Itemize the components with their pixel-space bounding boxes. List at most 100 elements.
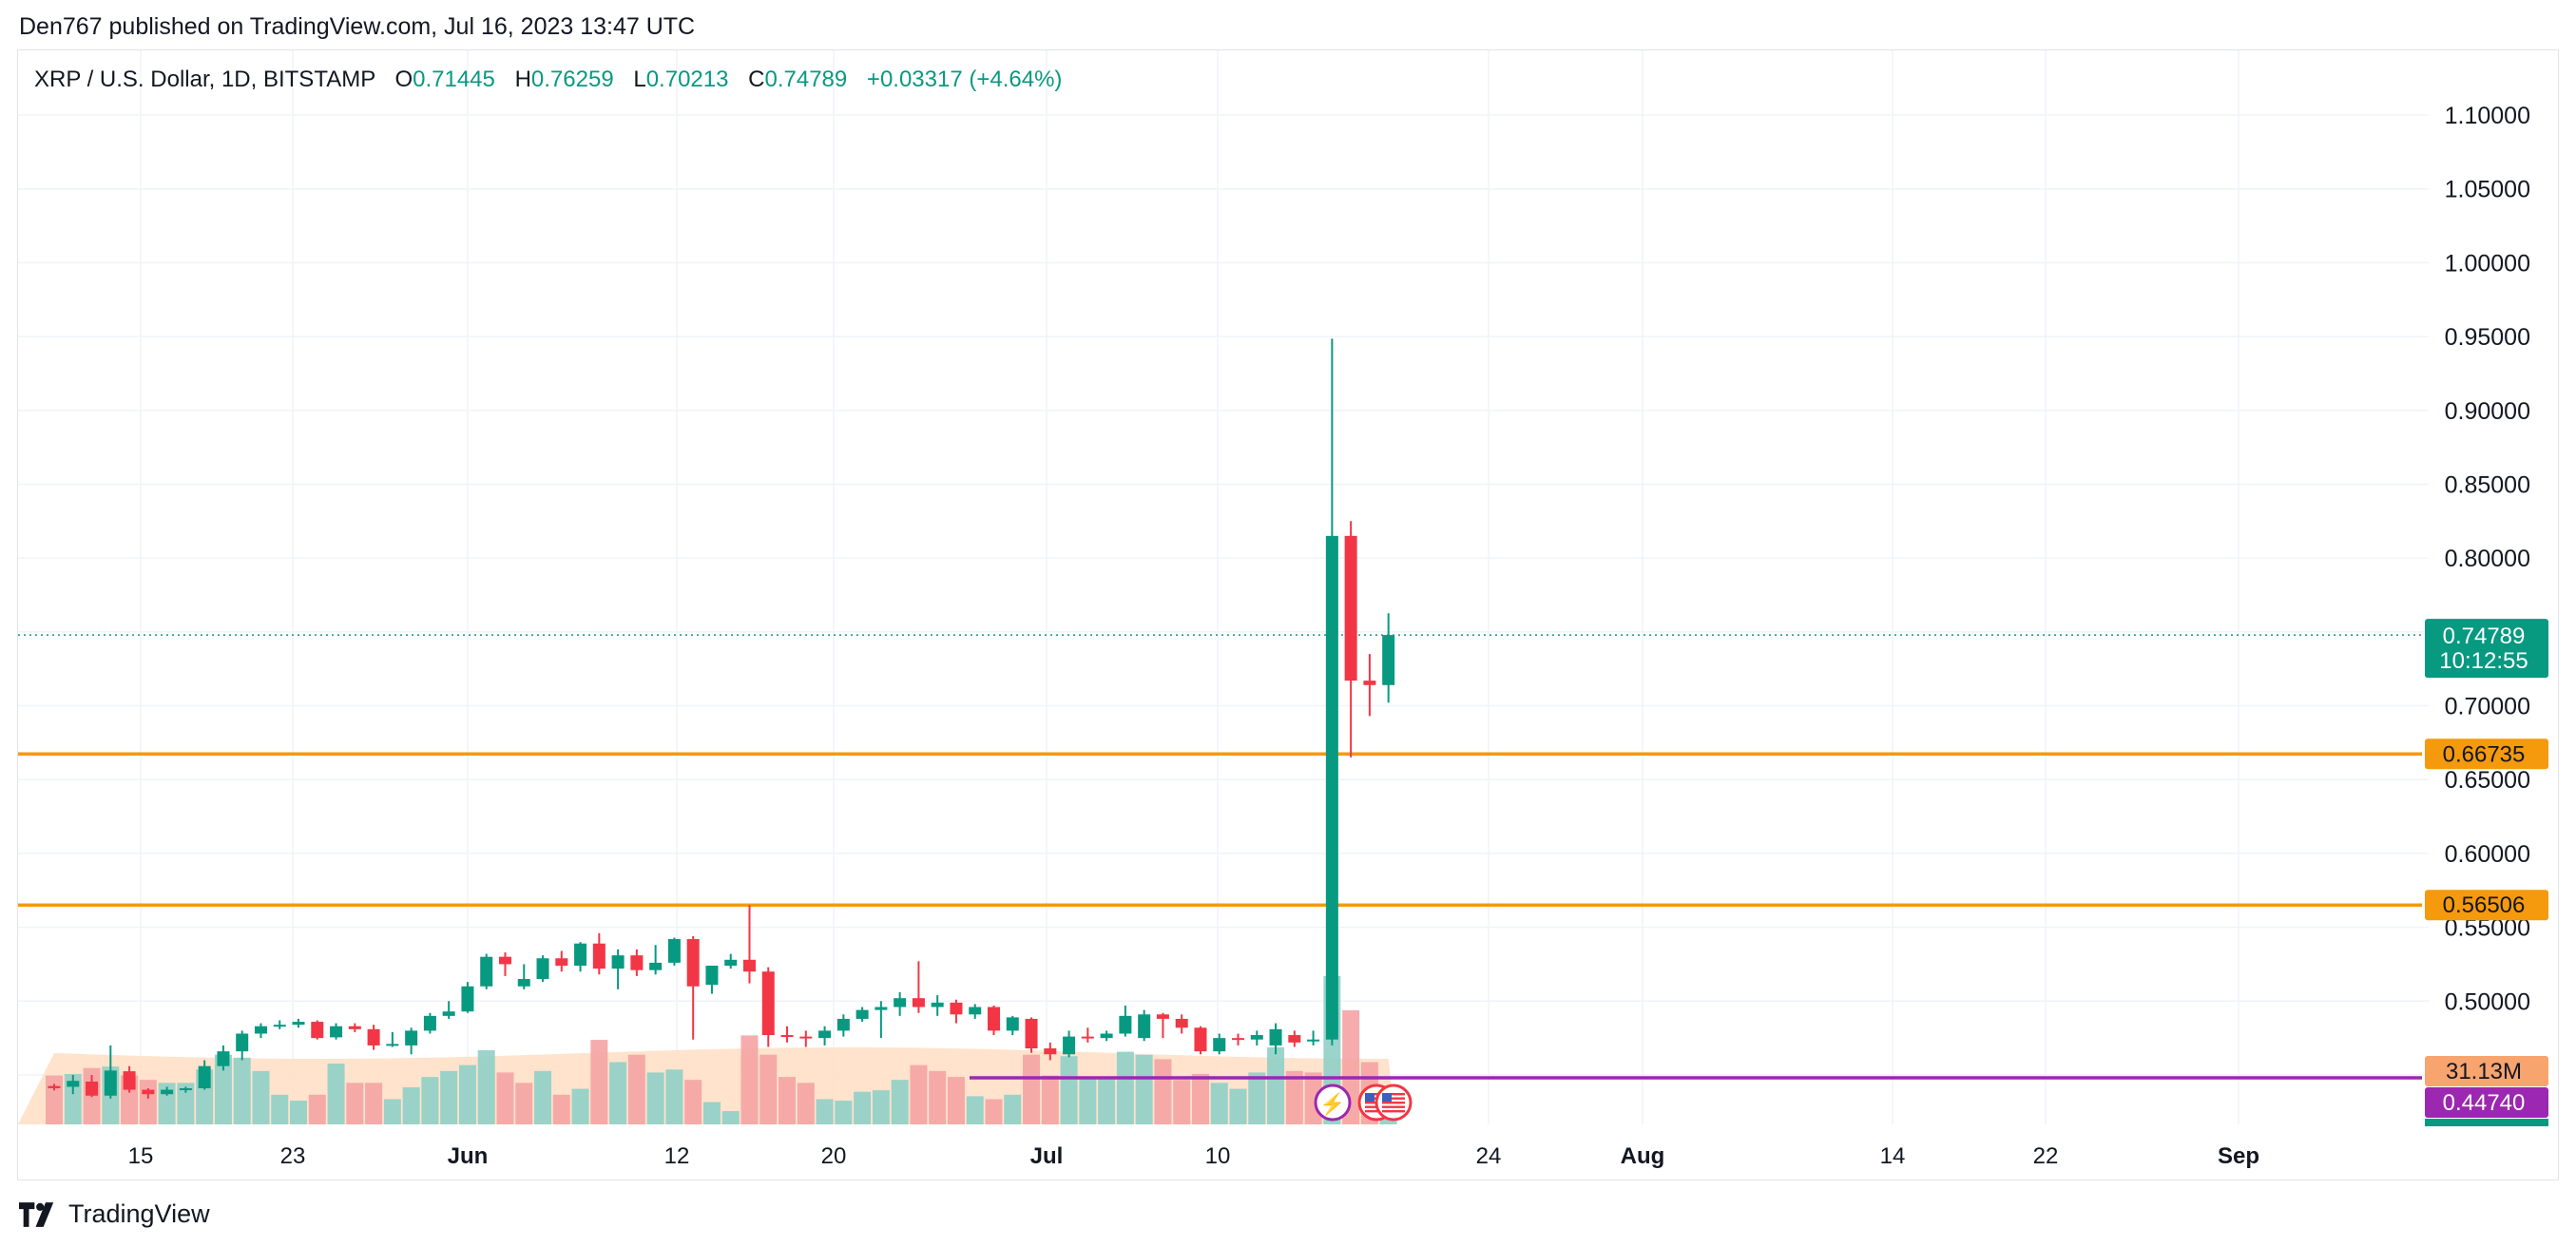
candle-body[interactable] [630,955,644,970]
volume-bar [872,1090,890,1124]
candle-body[interactable] [1044,1048,1057,1055]
candle-body[interactable] [705,966,719,986]
y-tick-label: 1.00000 [2445,250,2530,277]
candle-body[interactable] [1363,681,1376,685]
candle-body[interactable] [555,958,568,967]
candle-body[interactable] [1138,1014,1151,1039]
candle-body[interactable] [48,1085,61,1088]
candle-body[interactable] [969,1007,982,1015]
close-label: C [748,67,765,92]
candle-body[interactable] [1119,1015,1132,1034]
y-tick-label: 0.95000 [2445,324,2530,351]
volume-bar [609,1062,627,1124]
candle-body[interactable] [855,1009,869,1019]
published-line: Den767 published on TradingView.com, Jul… [19,13,696,40]
chart-frame[interactable] [17,49,2559,1180]
candle-body[interactable] [1288,1035,1301,1043]
candle-body[interactable] [386,1044,399,1046]
candle-body[interactable] [1025,1018,1038,1049]
symbol-label: XRP / U.S. Dollar, 1D, BITSTAMP [34,67,375,92]
candle-body[interactable] [742,959,756,972]
candle-body[interactable] [667,939,681,963]
candle-body[interactable] [799,1036,813,1039]
candle-body[interactable] [836,1018,850,1031]
volume-bar [365,1083,383,1124]
candle-body[interactable] [311,1022,324,1039]
cut-price-tag [2425,1119,2548,1126]
candle-body[interactable] [818,1030,832,1039]
candle-body[interactable] [1081,1036,1094,1039]
candle-body[interactable] [1156,1014,1169,1019]
candle-body[interactable] [1213,1038,1226,1052]
candle-body[interactable] [931,1002,944,1007]
candle-body[interactable] [1232,1038,1245,1041]
candle-body[interactable] [780,1035,794,1038]
candle-body[interactable] [1250,1035,1263,1040]
y-tick-label: 1.05000 [2445,177,2530,203]
candle-body[interactable] [724,959,738,967]
candle-body[interactable] [330,1026,343,1038]
y-tick-label: 0.65000 [2445,767,2530,794]
volume-bar [271,1094,289,1124]
candle-body[interactable] [423,1015,436,1031]
candle-body[interactable] [67,1081,80,1087]
candle-body[interactable] [348,1026,361,1029]
candle-body[interactable] [592,943,606,969]
candle-body[interactable] [1325,535,1338,1040]
volume-bar [1116,1051,1134,1124]
candle-body[interactable] [1194,1027,1207,1052]
candle-body[interactable] [442,1011,455,1016]
candle-body[interactable] [894,998,907,1007]
open-label: O [394,67,413,92]
footer-brand[interactable]: TradingView [19,1199,210,1229]
candle-body[interactable] [1175,1018,1188,1028]
candle-body[interactable] [1307,1039,1320,1042]
flag-stripe [1382,1097,1405,1100]
candle-body[interactable] [875,1007,888,1010]
candle-body[interactable] [1269,1028,1282,1046]
candle-body[interactable] [517,979,530,987]
candle-body[interactable] [1344,535,1357,681]
candle-body[interactable] [498,956,511,965]
candle-body[interactable] [574,943,587,967]
candle-body[interactable] [142,1089,155,1095]
candle-body[interactable] [649,962,663,970]
candle-body[interactable] [988,1007,1000,1031]
candle-body[interactable] [1063,1036,1076,1055]
candle-body[interactable] [236,1033,249,1052]
candle-body[interactable] [1006,1017,1019,1031]
candle-body[interactable] [536,958,549,979]
candle-body[interactable] [198,1065,211,1088]
candle-body[interactable] [104,1070,117,1096]
level-1-tag [2425,739,2548,770]
y-tick-label: 1.10000 [2445,103,2530,129]
volume-bar [1004,1094,1022,1124]
last-price-tag-text: 10:12:55 [2439,648,2528,674]
x-tick-label: 14 [1880,1143,1906,1169]
candle-body[interactable] [86,1081,99,1096]
purple-value-tag [2425,1087,2548,1118]
candle-body[interactable] [480,956,493,987]
candle-body[interactable] [461,986,474,1012]
open-value: 0.71445 [413,67,495,92]
candle-body[interactable] [1382,635,1395,685]
candle-body[interactable] [217,1051,230,1066]
candle-body[interactable] [950,1002,963,1015]
candle-body[interactable] [273,1025,286,1027]
candle-body[interactable] [123,1071,136,1090]
candle-body[interactable] [405,1030,418,1046]
candle-body[interactable] [367,1028,380,1046]
lightning-event-icon[interactable] [1314,1084,1352,1122]
candle-body[interactable] [611,955,625,969]
candle-body[interactable] [761,971,775,1036]
low-value: 0.70213 [645,67,729,92]
candle-body[interactable] [161,1089,174,1095]
candle-body[interactable] [1100,1033,1113,1039]
candle-body[interactable] [254,1026,267,1034]
candle-body[interactable] [686,939,700,987]
candle-body[interactable] [292,1022,305,1026]
candle-body[interactable] [179,1087,192,1090]
x-tick-label: Jul [1030,1143,1064,1169]
candle-body[interactable] [912,998,925,1007]
